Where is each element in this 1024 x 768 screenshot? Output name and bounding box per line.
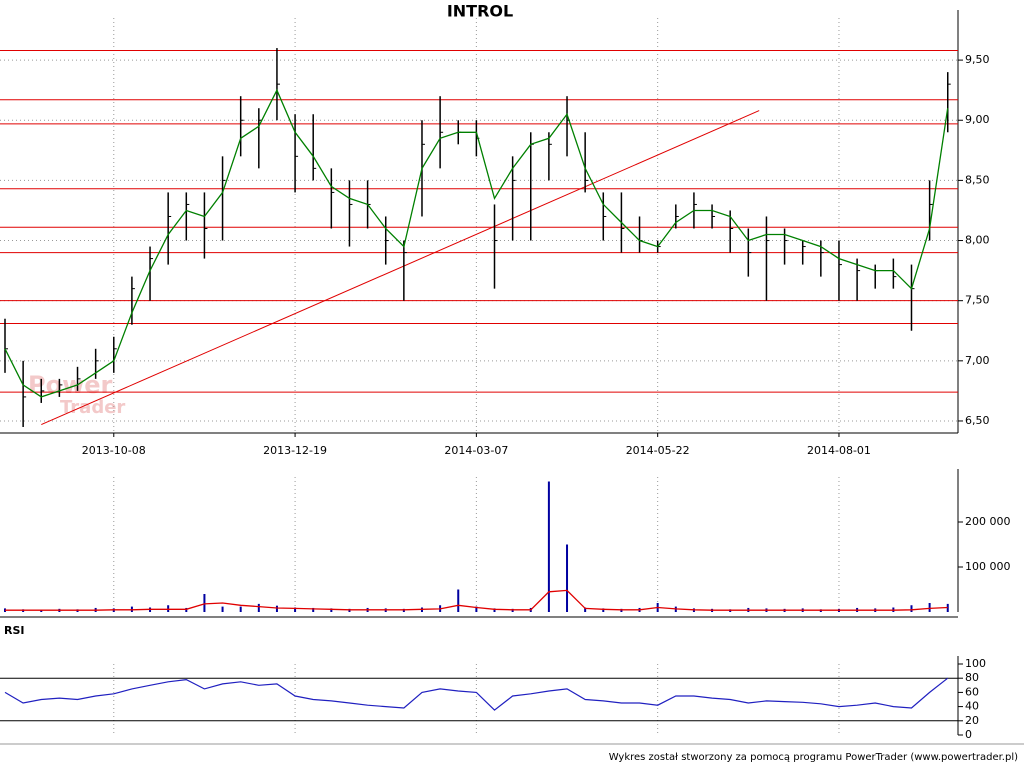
x-tick-label: 2014-08-01 bbox=[807, 444, 871, 457]
rsi-line bbox=[4, 677, 949, 711]
y-tick-label: 80 bbox=[965, 671, 979, 684]
volume-bar bbox=[547, 481, 550, 612]
volume-bar bbox=[946, 603, 949, 612]
volume-bar bbox=[167, 605, 170, 612]
y-tick-label: 60 bbox=[965, 685, 979, 698]
volume-bar bbox=[475, 606, 478, 612]
moving-average bbox=[4, 88, 949, 398]
y-tick-label: 100 bbox=[965, 657, 986, 670]
y-tick-label: 6,50 bbox=[965, 414, 990, 427]
volume-bar bbox=[312, 607, 315, 612]
volume-bar bbox=[602, 608, 605, 612]
volume-bar bbox=[493, 608, 496, 612]
footer: Wykres został stworzony za pomocą progra… bbox=[609, 752, 1018, 763]
y-tick-label: 8,50 bbox=[965, 173, 990, 186]
y-tick-label: 7,00 bbox=[965, 354, 990, 367]
x-tick-label: 2013-10-08 bbox=[82, 444, 146, 457]
y-tick-label: 9,50 bbox=[965, 53, 990, 66]
volume-bar bbox=[221, 606, 224, 612]
x-tick-label: 2014-05-22 bbox=[626, 444, 690, 457]
volume-bar bbox=[330, 608, 333, 612]
y-tick-label: 8,00 bbox=[965, 234, 990, 247]
volume-bar bbox=[584, 607, 587, 612]
y-tick-label: 100 000 bbox=[965, 560, 1011, 573]
y-tick-label: 7,50 bbox=[965, 294, 990, 307]
volume-bar bbox=[185, 607, 188, 612]
y-tick-label: 40 bbox=[965, 700, 979, 713]
y-tick-label: 20 bbox=[965, 714, 979, 727]
volume-bar bbox=[457, 589, 460, 612]
volume-bar bbox=[910, 605, 913, 612]
volume-bar bbox=[257, 603, 260, 612]
watermark: Trader bbox=[60, 397, 125, 418]
y-tick-label: 200 000 bbox=[965, 515, 1011, 528]
watermark: Power bbox=[28, 371, 113, 399]
trend-line bbox=[41, 110, 760, 426]
x-tick-label: 2013-12-19 bbox=[263, 444, 327, 457]
y-tick-label: 9,00 bbox=[965, 113, 990, 126]
y-tick-label: 0 bbox=[965, 728, 972, 741]
volume-average bbox=[5, 589, 948, 611]
volume-bar bbox=[203, 594, 206, 612]
volume-bar bbox=[239, 606, 242, 612]
panel-title: RSI bbox=[4, 624, 25, 637]
volume-bar bbox=[928, 603, 931, 612]
chart-title: INTROL bbox=[447, 2, 513, 21]
x-tick-label: 2014-03-07 bbox=[444, 444, 508, 457]
volume-bar bbox=[40, 609, 43, 612]
volume-bar bbox=[566, 544, 569, 612]
volume-bar bbox=[294, 607, 297, 612]
volume-bar bbox=[275, 605, 278, 612]
